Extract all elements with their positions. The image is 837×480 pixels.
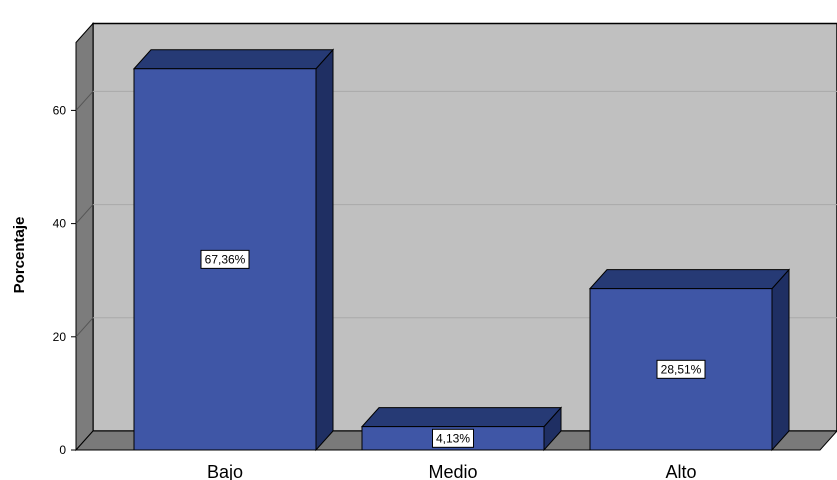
y-tick-label: 60 — [53, 103, 67, 117]
gridline-side — [75, 91, 94, 111]
left-wall — [75, 22, 94, 452]
data-label: 67,36% — [205, 252, 246, 266]
y-tick-label: 40 — [53, 217, 67, 231]
bar-side — [315, 48, 334, 452]
y-tick-label: 0 — [59, 443, 66, 457]
y-axis-title: Porcentaje — [11, 217, 28, 294]
x-axis: Bajo Medio Alto — [207, 462, 697, 480]
bar-medio: 4,13% — [360, 406, 563, 452]
x-category-label: Medio — [428, 462, 477, 480]
data-label-box — [200, 249, 250, 269]
bar-alto: 28,51% — [588, 268, 791, 452]
x-category-label: Bajo — [207, 462, 243, 480]
gridline-side — [75, 204, 94, 224]
gridline-side — [75, 317, 94, 338]
data-label: 4,13% — [436, 431, 470, 445]
data-label-box — [432, 428, 474, 448]
y-tick-label: 20 — [53, 330, 67, 344]
x-category-label: Alto — [665, 462, 696, 480]
bar-top — [360, 407, 563, 428]
bar-top — [132, 49, 335, 70]
data-label-box — [656, 359, 706, 379]
bar-bajo: 67,36% — [132, 48, 335, 452]
data-label: 28,51% — [661, 362, 702, 376]
y-axis: 0 20 40 60 — [53, 103, 76, 457]
bars: 67,36% 4,13% 28,51% — [132, 48, 791, 452]
bar-side — [771, 268, 790, 452]
bar-top — [588, 269, 791, 290]
